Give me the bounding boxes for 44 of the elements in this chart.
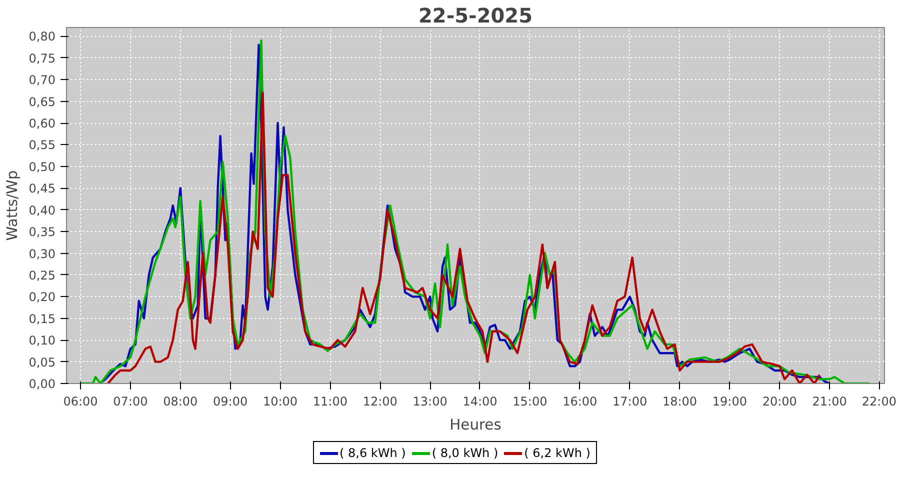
x-tick-label: 15:00 [512,394,548,408]
x-tick-label: 16:00 [562,394,598,408]
y-tick-label: 0,80 [28,30,56,44]
x-tick-label: 09:00 [213,394,248,408]
y-tick-label: 0,20 [28,290,56,304]
legend-label: ( 6,2 kWh ) [524,444,590,462]
x-tick-label: 10:00 [262,394,298,408]
y-tick-label: 0,10 [28,334,56,348]
x-tick-label: 06:00 [63,394,98,408]
x-tick-label: 13:00 [412,394,448,408]
x-tick-label: 18:00 [662,394,698,408]
y-tick-label: 0,75 [28,51,56,66]
x-tick-label: 12:00 [362,394,398,408]
x-tick-label: 17:00 [612,394,648,408]
y-tick-label: 0,55 [28,138,56,152]
y-axis-title: Watts/Wp [4,170,21,241]
y-tick-label: 0,45 [28,182,56,196]
y-tick-label: 0,50 [28,160,56,174]
y-tick-label: 0,15 [28,312,56,326]
legend-item: ( 8,0 kWh ) [412,444,498,462]
chart-title: 22-5-2025 [418,4,533,28]
y-tick-label: 0,00 [28,377,56,391]
y-tick-label: 0,30 [28,246,56,261]
line-series [106,92,821,384]
y-tick-label: 0,25 [28,268,56,282]
y-tick-label: 0,60 [28,116,56,131]
y-tick-label: 0,05 [28,355,56,370]
legend-item: ( 8,6 kWh ) [320,444,406,462]
x-tick-label: 14:00 [462,394,498,408]
x-tick-label: 19:00 [712,394,747,408]
x-tick-label: 21:00 [812,394,847,408]
y-tick-label: 0,40 [28,203,56,218]
legend-label: ( 8,6 kWh ) [340,444,406,462]
x-axis-title: Heures [450,416,502,434]
x-tick-label: 08:00 [163,394,198,408]
x-tick-label: 22:00 [862,394,897,408]
x-tick-label: 07:00 [113,394,148,408]
x-tick-label: 20:00 [762,394,797,408]
y-tick-label: 0,65 [28,94,56,109]
legend-label: ( 8,0 kWh ) [432,444,498,462]
x-tick-label: 11:00 [312,394,348,408]
legend-item: ( 6,2 kWh ) [504,444,590,462]
y-tick-label: 0,35 [28,225,56,240]
y-tick-label: 0,70 [28,73,56,88]
